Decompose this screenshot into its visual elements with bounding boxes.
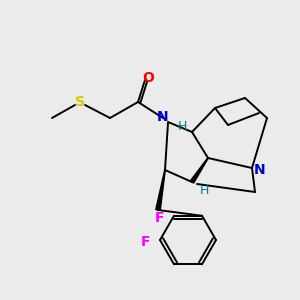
Text: H: H [199, 184, 209, 196]
Text: N: N [157, 110, 169, 124]
Text: O: O [142, 71, 154, 85]
Text: S: S [75, 95, 85, 109]
Text: F: F [155, 211, 165, 225]
Text: H: H [177, 119, 187, 133]
Polygon shape [190, 158, 208, 183]
Text: F: F [141, 235, 151, 249]
Text: N: N [254, 163, 266, 177]
Polygon shape [156, 170, 165, 210]
